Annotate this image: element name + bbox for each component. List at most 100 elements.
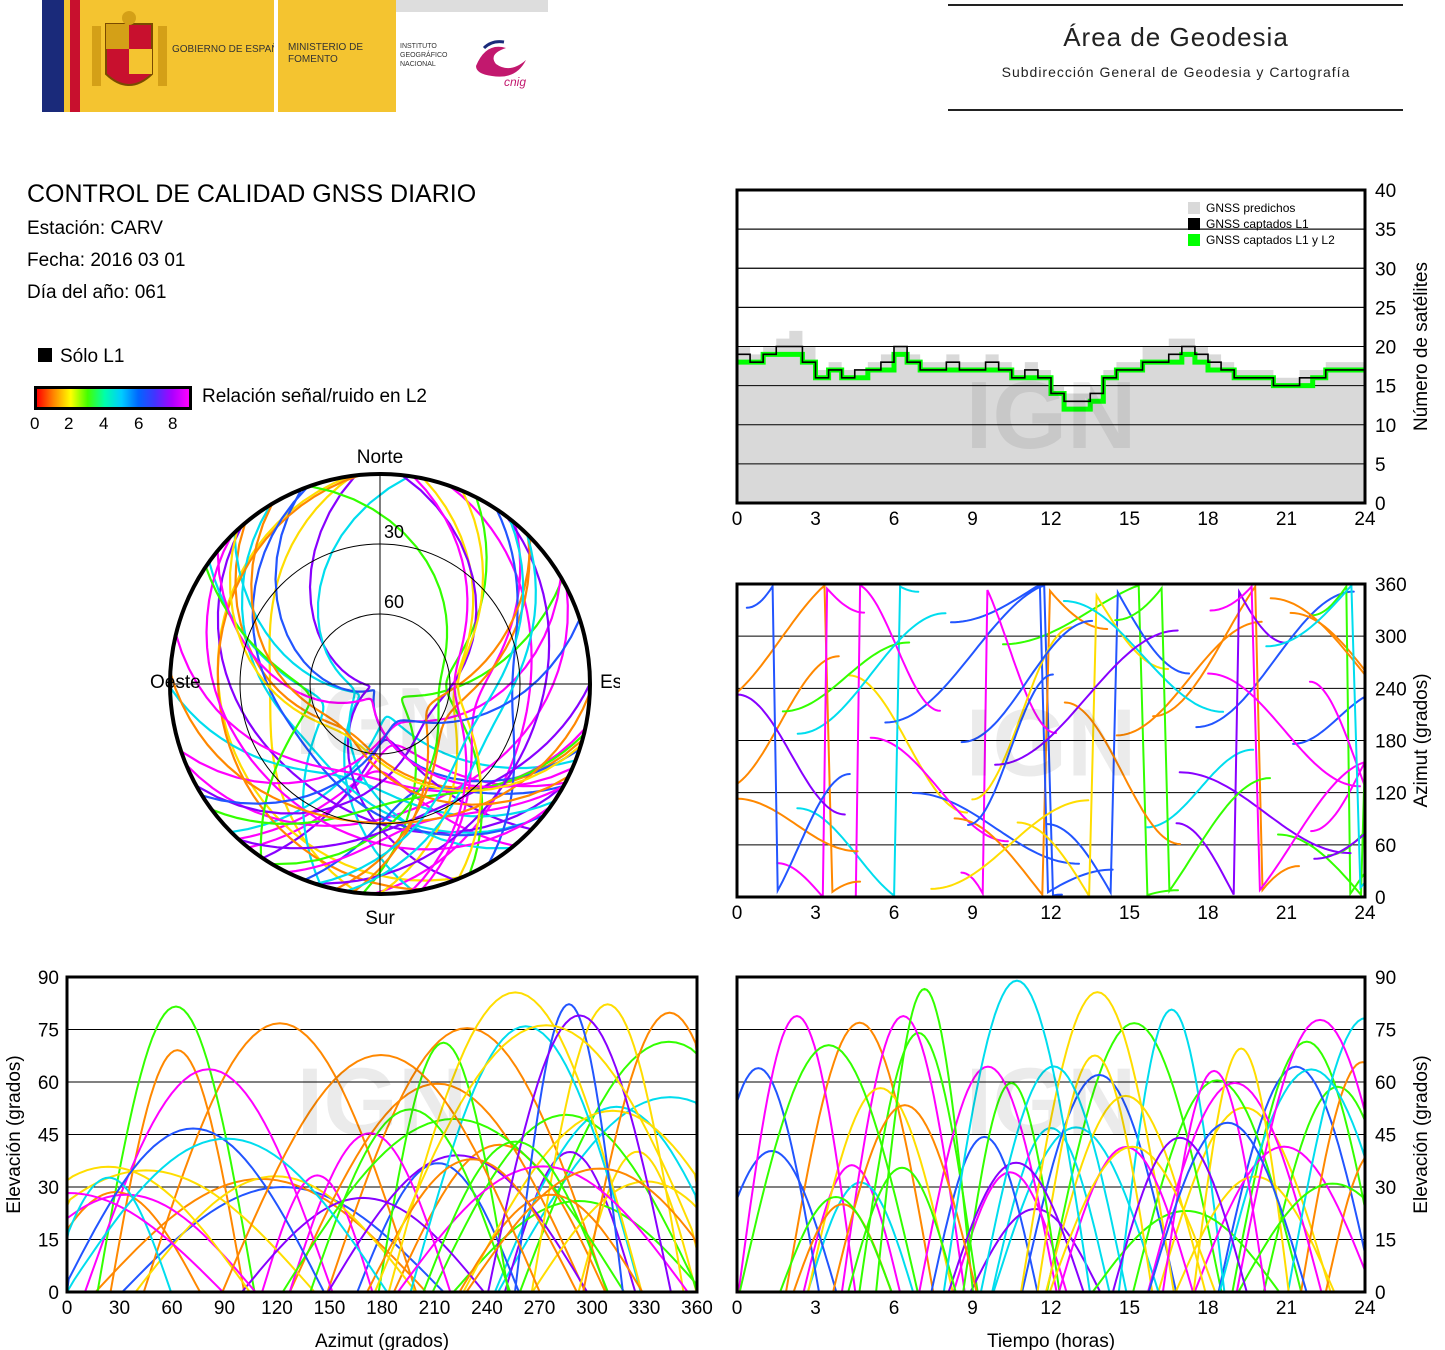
satellite-track [195,474,478,815]
satellite-track [456,489,485,880]
satellite-track [858,1031,979,1292]
x-tick-label: 15 [1119,509,1140,530]
y-tick-label: 15 [1375,1231,1396,1252]
satellite-track [67,1169,316,1292]
satellite-track [840,1015,966,1292]
institute-label: INSTITUTO GEOGRÁFICO NACIONAL [400,43,448,68]
x-tick-label: 15 [1119,1298,1140,1319]
y-tick-label: 5 [1375,455,1386,476]
satellite-track [250,502,570,806]
plot-frame [735,975,1367,1294]
snr-colorbar-label: Relación señal/ruido en L2 [202,386,427,407]
y-tick-label: 60 [1375,1073,1396,1094]
x-tick-label: 18 [1197,1298,1218,1319]
satellite-track [776,586,866,897]
x-axis-label: Azimut (grados) [315,1331,449,1350]
legend-swatch-l1l2 [1188,234,1200,246]
satellite-track [960,619,1094,744]
l1-only-label: Sólo L1 [60,346,125,367]
y-tick-label: 0 [1375,1283,1386,1304]
y-tick-label: 60 [38,1073,59,1094]
x-tick-label: 360 [681,1298,713,1319]
satellite-track [288,1132,452,1292]
legend-label: GNSS captados L1 y L2 [1206,233,1335,247]
x-tick-label: 24 [1354,903,1376,924]
legend-swatch-predicted [1188,202,1200,214]
y-tick-label: 90 [1375,968,1396,989]
y-tick-label: 15 [38,1231,59,1252]
satellite-track [1193,1145,1365,1292]
satellite-track [1161,1069,1267,1292]
satellite-track [142,1022,418,1292]
satellite-track [67,1165,251,1292]
satellite-track [737,1014,857,1292]
y-tick-label: 30 [1375,1178,1396,1199]
ign-watermark: IGN [966,362,1137,469]
y-tick-label: 40 [1375,181,1396,202]
x-axis-label: Tiempo (horas) [987,1331,1115,1350]
satellite-track [1002,584,1179,897]
y-tick-label: 300 [1375,627,1407,648]
satellite-track [1300,1061,1365,1292]
satellite-track [1062,600,1225,713]
satellite-track [180,576,562,785]
satellite-track [1020,991,1175,1292]
satellite-track [409,1025,642,1292]
satellite-track [1175,588,1287,896]
y-tick-label: 0 [1375,888,1386,909]
y-tick-label: 75 [38,1021,59,1042]
snr-tick: 0 [30,414,40,433]
satellite-track [953,588,1109,897]
doy-label: Día del año: 061 [27,282,167,303]
satellite-track [1174,1175,1336,1292]
satellite-track [387,991,643,1292]
satellite-track [345,532,537,893]
satellite-track [737,655,840,786]
ign-watermark: IGN [297,1049,468,1156]
satellite-track [806,1181,915,1292]
satellite-track [796,612,947,735]
satellite-track [1036,1054,1154,1292]
satellite-track [737,797,859,853]
y-tick-label: 30 [38,1178,59,1199]
x-tick-label: 60 [161,1298,182,1319]
satellite-track [737,693,846,816]
y-tick-label: 35 [1375,220,1396,241]
satellite-track [1147,1081,1323,1292]
satellite-track [807,1087,954,1292]
satellite-track [84,1068,334,1292]
x-tick-label: 90 [214,1298,235,1319]
government-panel: GOBIERNO DE ESPAÑA [64,0,286,112]
satellite-track [745,584,851,895]
x-tick-label: 18 [1197,509,1218,530]
area-subtitle: Subdirección General de Geodesia y Carto… [1001,64,1351,80]
satellite-track [352,536,532,894]
skyplot-track-group [170,474,590,894]
satellite-track [785,1021,935,1292]
satellite-track [1262,1085,1365,1292]
satellite-track [221,1053,541,1292]
satellite-track [233,531,415,893]
x-tick-label: 18 [1197,903,1218,924]
satellite-track [1045,588,1191,897]
y-tick-label: 0 [1375,494,1386,515]
snr-tick: 8 [168,414,178,433]
satellite-track [1111,1136,1248,1292]
skyplot-chart: IGN 30 60 Norte Sur Este Oeste [150,447,620,929]
elevation-azimuth-tracks [67,991,697,1292]
satellite-track [281,1117,626,1292]
y-axis-label: Elevación (grados) [4,1055,25,1213]
x-tick-label: 120 [261,1298,293,1319]
x-tick-label: 0 [732,1298,743,1319]
elevation-azimuth-plot: 0 15 30 45 60 75 90 0 30 60 90 120 150 180 210 240 270 30… [4,968,713,1350]
y-tick-label: 240 [1375,679,1407,700]
y-axis-label: Número de satélites [1411,262,1432,431]
satellite-track [1231,1040,1365,1292]
elevation-time-chart: 0 15 30 45 60 75 90 0 3 6 9 12 15 18 21 24 IGN Elevación … [732,968,1432,1350]
elevation-time-tracks [737,979,1365,1292]
satellite-track [737,1149,838,1292]
satellite-track [373,1024,697,1292]
x-tick-label: 12 [1040,509,1061,530]
satellite-track [134,1175,417,1292]
satellite-track [1237,1182,1365,1292]
